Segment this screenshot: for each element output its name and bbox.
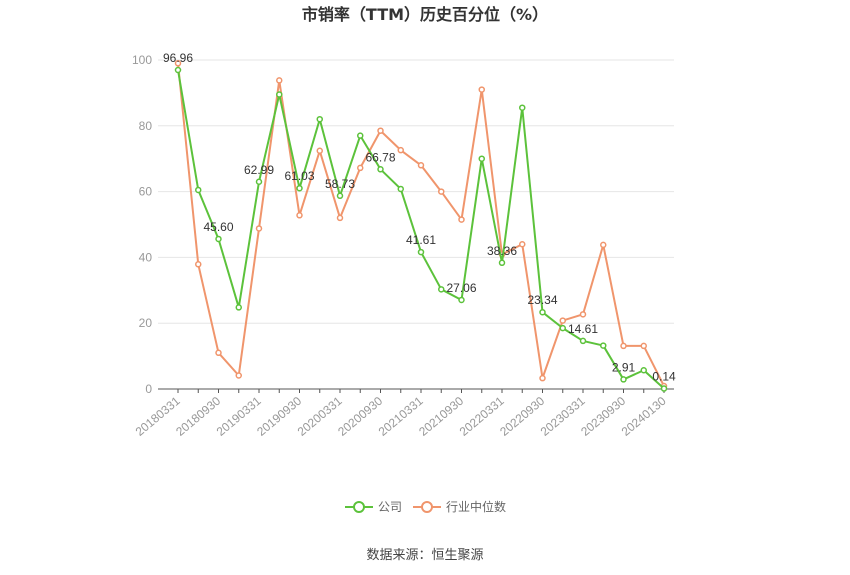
chart-title: 市销率（TTM）历史百分位（%）	[302, 5, 548, 24]
series-line	[177, 63, 665, 387]
data-label: 62.99	[244, 163, 274, 177]
data-point[interactable]	[519, 240, 526, 248]
data-label: 14.61	[568, 322, 598, 336]
data-point[interactable]	[215, 235, 222, 243]
series-industry	[174, 60, 668, 390]
data-point[interactable]	[579, 337, 587, 345]
data-point[interactable]	[377, 127, 384, 134]
data-point[interactable]	[559, 317, 566, 324]
data-label: 58.73	[325, 177, 355, 191]
y-tick-label: 60	[139, 185, 153, 199]
y-axis: 0 20 40 60 80 100	[132, 53, 152, 396]
data-point[interactable]	[640, 342, 647, 350]
data-point[interactable]	[478, 155, 485, 162]
data-point[interactable]	[600, 342, 607, 349]
data-label: 66.78	[365, 150, 395, 164]
data-point[interactable]	[519, 104, 526, 111]
series-layer	[174, 60, 668, 392]
series-line	[177, 69, 665, 390]
legend-label-company: 公司	[378, 500, 402, 514]
data-point[interactable]	[539, 308, 546, 316]
legend-item-company[interactable]: 公司	[345, 500, 402, 514]
data-point[interactable]	[276, 91, 283, 98]
legend[interactable]: 公司 行业中位数	[345, 499, 506, 514]
data-point[interactable]	[417, 162, 425, 169]
legend-item-industry[interactable]: 行业中位数	[413, 499, 506, 514]
data-point[interactable]	[174, 66, 182, 74]
data-point[interactable]	[255, 225, 263, 232]
data-point[interactable]	[316, 115, 323, 123]
data-point[interactable]	[417, 248, 425, 256]
data-point[interactable]	[296, 212, 303, 219]
data-point[interactable]	[458, 296, 465, 304]
data-point[interactable]	[357, 164, 364, 172]
x-axis: 2018033120180930201903312019093020200331…	[133, 388, 674, 439]
data-point[interactable]	[579, 311, 587, 318]
data-point[interactable]	[498, 259, 506, 267]
data-point[interactable]	[559, 324, 566, 332]
data-point[interactable]	[316, 147, 323, 155]
data-point[interactable]	[195, 261, 202, 268]
data-point[interactable]	[235, 304, 242, 311]
data-point[interactable]	[377, 166, 384, 173]
data-point[interactable]	[336, 192, 344, 200]
data-point[interactable]	[296, 184, 303, 192]
data-point[interactable]	[478, 86, 485, 93]
data-labels: 96.96 45.60 62.99 61.03 58.73 66.78 41.61 27.06…	[163, 51, 676, 384]
data-label: 38.36	[487, 244, 517, 258]
data-point[interactable]	[438, 286, 445, 293]
legend-label-industry: 行业中位数	[446, 499, 506, 514]
data-point[interactable]	[600, 241, 607, 249]
y-tick-label: 0	[145, 382, 152, 396]
data-label: 27.06	[446, 281, 476, 295]
data-point[interactable]	[458, 216, 465, 223]
data-point[interactable]	[660, 385, 668, 392]
data-point[interactable]	[438, 188, 445, 195]
data-point[interactable]	[336, 214, 344, 222]
y-tick-label: 80	[139, 119, 153, 133]
data-point[interactable]	[255, 178, 263, 186]
data-label: 23.34	[527, 293, 557, 307]
data-label: 2.91	[612, 360, 636, 374]
data-point[interactable]	[215, 349, 222, 357]
data-label: 0.14	[652, 370, 676, 384]
legend-marker-company	[353, 501, 365, 513]
legend-marker-industry	[421, 501, 433, 513]
data-point[interactable]	[640, 366, 647, 374]
x-tick-label: 20240130	[619, 394, 669, 439]
y-tick-label: 20	[139, 316, 153, 330]
data-point[interactable]	[539, 374, 546, 382]
data-point[interactable]	[620, 376, 627, 383]
y-tick-label: 40	[139, 250, 153, 264]
data-point[interactable]	[174, 60, 182, 67]
data-label: 61.03	[284, 169, 314, 183]
data-label: 45.60	[203, 220, 233, 234]
data-point[interactable]	[235, 372, 242, 379]
data-point[interactable]	[276, 77, 283, 84]
grid	[158, 59, 674, 324]
series-company	[174, 66, 668, 392]
source-note: 数据来源：恒生聚源	[366, 548, 483, 563]
y-tick-label: 100	[132, 53, 152, 67]
data-point[interactable]	[195, 186, 202, 194]
data-point[interactable]	[357, 132, 364, 139]
data-point[interactable]	[397, 185, 404, 193]
data-point[interactable]	[620, 342, 627, 350]
data-point[interactable]	[397, 146, 404, 154]
data-label: 96.96	[163, 51, 193, 65]
data-label: 41.61	[406, 233, 436, 247]
